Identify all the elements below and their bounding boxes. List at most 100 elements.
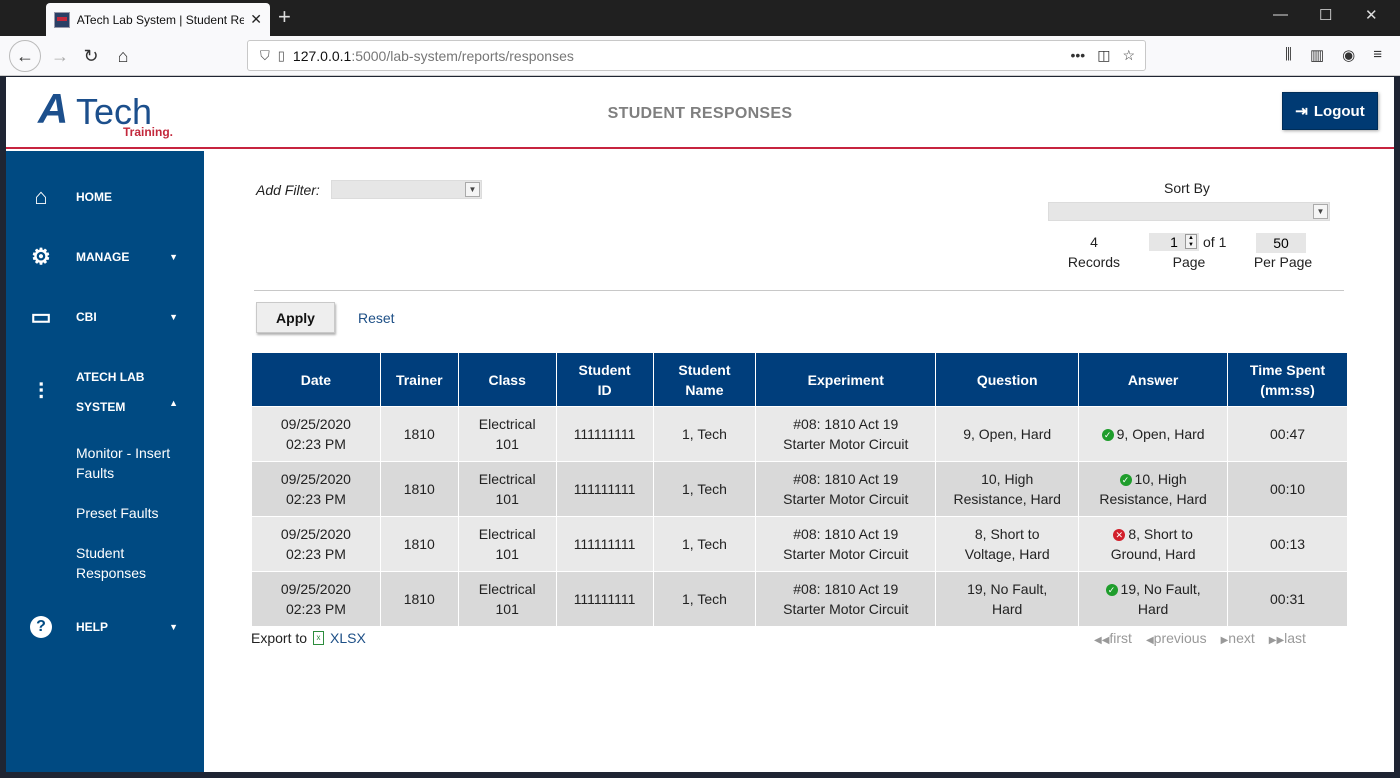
sidebar-subitem-monitor-insert-faults[interactable]: Monitor - Insert Faults: [76, 445, 171, 481]
cell-time-spent: 00:10: [1227, 461, 1348, 517]
pager-next[interactable]: ▶next: [1221, 630, 1255, 646]
column-header-time-spent[interactable]: Time Spent (mm:ss): [1227, 352, 1348, 407]
double-chevron-right-icon: ▶▶: [1268, 635, 1285, 646]
page-of-total: of 1: [1203, 234, 1227, 250]
per-page-input[interactable]: 50: [1256, 233, 1306, 253]
check-circle-icon: ✓: [1105, 584, 1118, 596]
sidebar: ⌂ HOME ⚙ MANAGE ▼ ▭ CBI ▼ ⫶ ATECH LAB SY…: [6, 151, 204, 772]
cell-class: Electrical 101: [457, 461, 557, 517]
library-icon[interactable]: ⫼: [1285, 46, 1292, 63]
page-number-value: 1: [1170, 234, 1178, 250]
answer-value: 19, No Fault, Hard: [1120, 581, 1201, 617]
pager-first[interactable]: ◀◀first: [1094, 630, 1132, 646]
cell-experiment: #08: 1810 Act 19 Starter Motor Circuit: [755, 461, 937, 517]
header-label: Student ID: [578, 361, 631, 398]
sidebar-item-atech-lab-system[interactable]: ⫶ ATECH LAB SYSTEM ▲: [6, 362, 204, 422]
cell-experiment: #08: 1810 Act 19 Starter Motor Circuit: [755, 406, 937, 462]
more-actions-icon[interactable]: •••: [1070, 47, 1086, 63]
reload-icon[interactable]: ↻: [83, 45, 99, 66]
spinner-icon[interactable]: ▲ ▼: [1185, 234, 1197, 249]
window-close-icon[interactable]: ✕: [1365, 7, 1378, 24]
sort-by-select[interactable]: ▼: [1048, 202, 1330, 221]
cell-class: Electrical 101: [457, 516, 557, 572]
sidebar-item-manage[interactable]: ⚙ MANAGE ▼: [6, 242, 204, 272]
caret-down-icon: ▼: [169, 252, 178, 262]
cell-date: 09/25/2020 02:23 PM: [251, 516, 381, 572]
home-browser-icon[interactable]: ⌂: [117, 45, 129, 66]
tab-title: ATech Lab System | Student Re: [76, 12, 245, 27]
sidebar-item-label: CBI: [76, 310, 97, 324]
add-filter-select[interactable]: ▼: [331, 180, 482, 199]
cell-answer: ✓ 10, High Resistance, Hard: [1078, 461, 1229, 517]
experiment-value: #08: 1810 Act 19 Starter Motor Circuit: [783, 416, 909, 452]
experiment-value: #08: 1810 Act 19 Starter Motor Circuit: [783, 581, 909, 617]
maximize-icon[interactable]: ☐: [1319, 7, 1333, 24]
shield-icon: ⛉: [260, 47, 270, 63]
help-icon: ?: [6, 616, 76, 638]
monitor-icon: ▭: [30, 304, 52, 329]
sidebar-item-label: ATECH LAB: [76, 370, 145, 384]
x-circle-icon: ✕: [1113, 529, 1126, 541]
question-value: 10, High Resistance, Hard: [953, 471, 1061, 507]
page-info-icon: ▯: [277, 47, 285, 63]
browser-tab[interactable]: ATech Lab System | Student Re ✕: [46, 3, 270, 36]
pager-last[interactable]: ▶▶last: [1269, 630, 1306, 646]
sidebar-item-help[interactable]: ? HELP ▼: [6, 612, 204, 642]
chevron-down-icon: ▼: [465, 182, 480, 197]
table-row[interactable]: 09/25/2020 02:23 PM 1810 Electrical 101 …: [251, 406, 1348, 462]
sidebar-toggle-icon[interactable]: ▥: [1309, 47, 1325, 64]
experiment-value: #08: 1810 Act 19 Starter Motor Circuit: [783, 526, 909, 562]
forward-arrow-icon[interactable]: →: [51, 45, 69, 66]
sidebar-subitem-student-responses[interactable]: Student Responses: [76, 545, 147, 581]
sidebar-item-home[interactable]: ⌂ HOME: [6, 182, 204, 212]
reset-link[interactable]: Reset: [358, 310, 395, 326]
table-row[interactable]: 09/25/2020 02:23 PM 1810 Electrical 101 …: [251, 571, 1348, 627]
column-header-experiment[interactable]: Experiment: [755, 352, 937, 407]
menu-icon[interactable]: ≡: [1373, 46, 1382, 63]
column-header-trainer[interactable]: Trainer: [379, 352, 459, 407]
caret-up-icon: ▲: [169, 398, 178, 408]
column-header-student-id[interactable]: Student ID: [555, 352, 654, 407]
add-filter-label: Add Filter:: [256, 182, 320, 198]
sidebar-item-cbi[interactable]: ▭ CBI ▼: [6, 302, 204, 332]
column-header-class[interactable]: Class: [457, 352, 557, 407]
atech-logo[interactable]: A Tech Training.: [38, 85, 183, 143]
logout-button[interactable]: ⇥ Logout: [1282, 92, 1378, 130]
table-row[interactable]: 09/25/2020 02:23 PM 1810 Electrical 101 …: [251, 516, 1348, 572]
pager-first-label: first: [1109, 630, 1132, 646]
sidebar-subitem-preset-faults[interactable]: Preset Faults: [76, 505, 159, 521]
caret-down-icon: ▼: [169, 312, 178, 322]
pager-previous[interactable]: ◀previous: [1146, 630, 1207, 646]
pocket-icon[interactable]: ◫: [1097, 47, 1111, 63]
apply-button[interactable]: Apply: [256, 302, 335, 333]
excel-file-icon[interactable]: x: [313, 631, 325, 645]
cell-student-id: 111111111: [555, 461, 654, 517]
new-tab-icon[interactable]: +: [278, 4, 291, 29]
table-row[interactable]: 09/25/2020 02:23 PM 1810 Electrical 101 …: [251, 461, 1348, 517]
check-circle-icon: ✓: [1101, 429, 1114, 441]
export-xlsx-link[interactable]: XLSX: [330, 630, 366, 646]
experiment-value: #08: 1810 Act 19 Starter Motor Circuit: [783, 471, 909, 507]
cell-class: Electrical 101: [457, 406, 557, 462]
sign-out-icon: ⇥: [1295, 103, 1308, 120]
per-page-label: Per Page: [1253, 254, 1313, 270]
logo-text: Tech: [76, 91, 153, 132]
column-header-question[interactable]: Question: [935, 352, 1080, 407]
column-header-answer[interactable]: Answer: [1078, 352, 1229, 407]
pager-previous-label: previous: [1153, 630, 1207, 646]
cell-trainer: 1810: [379, 461, 459, 517]
account-icon[interactable]: ◉: [1342, 47, 1356, 64]
bookmark-star-icon[interactable]: ☆: [1122, 47, 1135, 63]
back-arrow-icon[interactable]: ←: [9, 40, 41, 72]
cell-question: 10, High Resistance, Hard: [935, 461, 1080, 517]
cell-answer: ✓ 19, No Fault, Hard: [1078, 571, 1229, 627]
page-number-input[interactable]: 1 ▲ ▼: [1149, 233, 1199, 251]
cell-answer: ✕ 8, Short to Ground, Hard: [1078, 516, 1229, 572]
close-tab-icon[interactable]: ✕: [250, 11, 262, 27]
column-header-date[interactable]: Date: [251, 352, 381, 407]
cell-date: 09/25/2020 02:23 PM: [251, 571, 381, 627]
cell-student-name: 1, Tech: [652, 461, 757, 517]
url-bar[interactable]: ⛉ ▯ 127.0.0.1:5000/lab-system/reports/re…: [247, 40, 1146, 71]
column-header-student-name[interactable]: Student Name: [652, 352, 757, 407]
minimize-icon[interactable]: —: [1273, 6, 1288, 23]
